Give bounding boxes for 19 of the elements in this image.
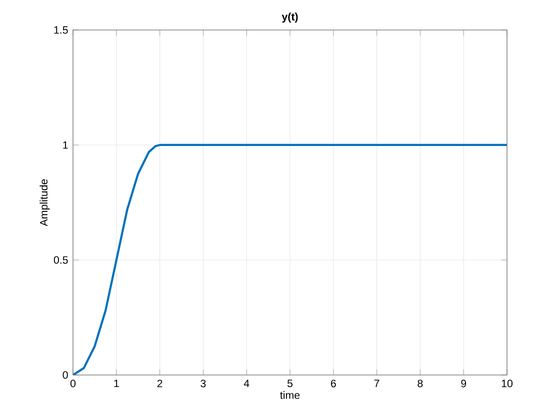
y-tick-label: 1 <box>63 141 68 149</box>
x-tick-label: 7 <box>374 380 380 388</box>
x-tick-label: 8 <box>418 380 423 388</box>
x-tick-label: 3 <box>200 380 206 388</box>
x-tick-label: 1 <box>114 380 119 388</box>
line-series <box>73 144 507 375</box>
x-tick-label: 6 <box>330 380 336 388</box>
y-axis-title: Amplitude <box>40 179 50 226</box>
x-tick-label: 5 <box>287 380 293 388</box>
y-tick-label: 0 <box>62 371 68 379</box>
x-tick-label: 9 <box>461 380 466 388</box>
chart-title: y(t) <box>282 12 298 23</box>
x-tick-label: 4 <box>244 380 250 388</box>
x-tick-label: 10 <box>502 380 513 388</box>
x-tick-label: 2 <box>157 380 162 388</box>
x-tick-label: 0 <box>70 380 76 388</box>
y-tick-label: 1.5 <box>54 26 68 34</box>
x-axis-title: time <box>280 391 300 399</box>
y-tick-label: 0.5 <box>54 256 68 264</box>
